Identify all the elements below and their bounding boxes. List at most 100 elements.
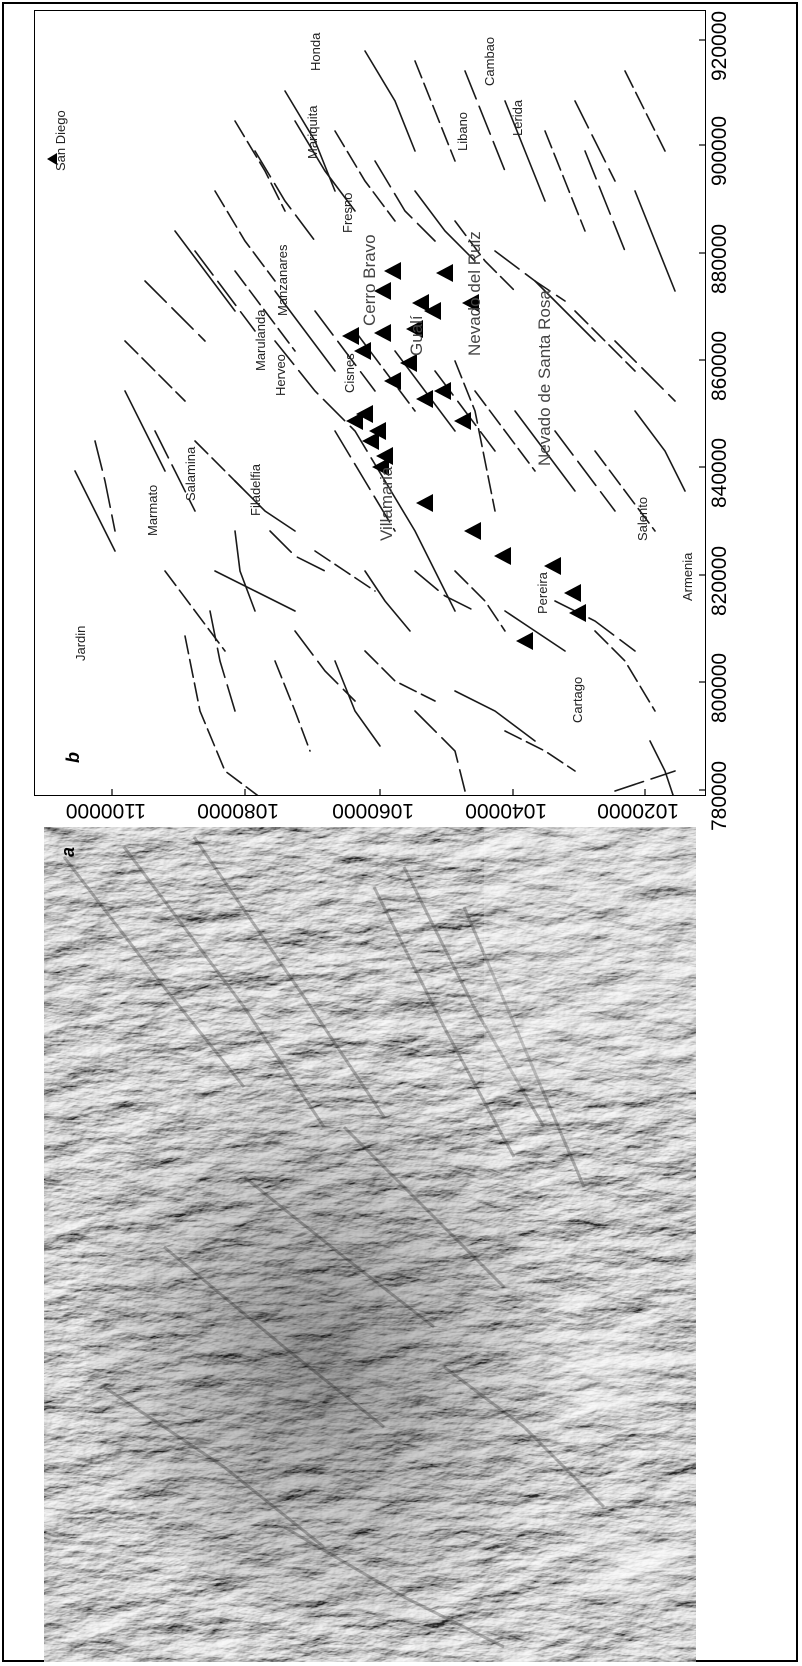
fault-line <box>214 570 296 612</box>
x-axis-tick-820000: 820000 <box>708 545 731 616</box>
fault-line <box>364 570 411 632</box>
fault-line <box>554 600 636 652</box>
volcano-marker <box>462 294 479 312</box>
place-label-nevado-santa-rosa: Nevado de Santa Rosa <box>535 290 554 466</box>
volcano-marker <box>374 324 391 342</box>
volcano-marker <box>424 302 441 320</box>
place-label-gualí: Gualí <box>407 315 426 356</box>
volcano-marker <box>564 584 581 602</box>
panel-a-label: a <box>58 846 78 857</box>
place-label-libano: Libano <box>455 111 470 151</box>
place-label-marmato: Marmato <box>145 484 160 536</box>
place-label-salento: Salento <box>635 496 650 541</box>
fault-line <box>504 100 546 202</box>
fault-line <box>214 190 276 282</box>
fault-line <box>504 730 576 772</box>
fault-line <box>594 630 656 712</box>
fault-line <box>384 480 456 612</box>
y-axis-tick-1040000: 1040000 <box>465 799 547 822</box>
fault-line <box>234 530 256 612</box>
place-label-cartago: Cartago <box>570 676 585 723</box>
place-label-jardin: Jardin <box>73 625 88 661</box>
place-label-mariquita: Mariquita <box>305 105 320 159</box>
fault-line <box>274 340 386 482</box>
place-label-san-diego: San Diego <box>53 110 68 171</box>
fault-line <box>454 690 536 742</box>
volcano-marker <box>412 294 429 312</box>
place-label-villamaria: Villamaria <box>377 466 396 541</box>
fault-line <box>584 150 626 252</box>
fault-line <box>514 410 576 492</box>
place-label-marulanda: Marulanda <box>253 309 268 371</box>
fault-line <box>454 220 516 292</box>
volcano-marker <box>384 262 401 280</box>
volcano-marker <box>342 327 359 345</box>
fault-line <box>294 120 356 212</box>
fault-line <box>314 310 376 392</box>
place-label-honda: Honda <box>308 32 323 71</box>
volcano-marker <box>464 522 481 540</box>
place-label-herveo: Herveo <box>273 354 288 396</box>
fault-map-panel: b San Diego Honda Cambao Mariquita Libano Ler… <box>34 10 706 796</box>
volcano-marker <box>384 372 401 390</box>
x-axis-tick-840000: 840000 <box>708 437 731 508</box>
fault-line <box>209 610 236 712</box>
fault-line <box>294 630 356 702</box>
fault-line <box>614 770 676 792</box>
fault-line <box>414 60 456 162</box>
y-axis-tick-1100000: 1100000 <box>65 799 146 822</box>
y-axis-tick-1020000: 1020000 <box>597 799 679 822</box>
volcano-marker <box>454 412 471 430</box>
fault-line <box>364 650 436 702</box>
fault-line <box>354 330 416 412</box>
volcano-marker <box>369 422 386 440</box>
volcano-marker <box>434 382 451 400</box>
fault-line <box>534 280 596 342</box>
place-label-nevado-del-ruiz: Nevado del Ruiz <box>465 231 484 356</box>
fault-line <box>574 100 616 182</box>
fault-line <box>314 550 376 592</box>
fault-line <box>144 280 206 342</box>
fault-line <box>234 120 286 212</box>
volcano-marker <box>544 557 561 575</box>
volcano-marker <box>416 390 433 408</box>
x-axis-tick-900000: 900000 <box>708 115 731 186</box>
fault-line <box>124 390 166 472</box>
fault-line <box>634 410 686 492</box>
fault-line <box>544 130 586 232</box>
axis-ticks <box>111 39 705 795</box>
fault-line <box>454 360 496 512</box>
fault-line <box>234 270 296 352</box>
fault-line <box>234 480 296 532</box>
fault-line <box>334 660 381 747</box>
volcano-marker <box>362 432 379 450</box>
x-axis-tick-920000: 920000 <box>708 10 731 81</box>
fault-line <box>414 710 466 792</box>
fault-line <box>364 50 416 152</box>
volcano-marker-san-diego <box>47 153 57 165</box>
fault-line <box>154 430 196 512</box>
fault-line <box>274 290 336 372</box>
volcano-marker <box>374 282 391 300</box>
fault-line <box>414 570 476 612</box>
fault-line <box>454 570 506 632</box>
fault-line <box>194 250 256 332</box>
fault-line <box>334 130 396 222</box>
place-label-manzanares: Manzanares <box>275 244 290 316</box>
y-axis-tick-1060000: 1060000 <box>332 799 414 822</box>
place-label-cambao: Cambao <box>482 36 497 86</box>
fault-line <box>284 90 336 192</box>
fault-line <box>504 610 566 652</box>
fault-line <box>374 160 436 242</box>
place-label-pereira: Pereira <box>535 572 550 614</box>
fault-line <box>164 570 226 652</box>
fault-line <box>334 430 396 532</box>
x-axis-tick-780000: 780000 <box>708 760 731 831</box>
fault-line <box>614 340 676 402</box>
fault-line <box>574 310 636 372</box>
y-axis-tick-1080000: 1080000 <box>197 799 279 822</box>
place-label-cisnes: Cisnes <box>342 353 357 393</box>
volcano-marker <box>569 604 586 622</box>
place-label-cerro-bravo: Cerro Bravo <box>360 234 379 326</box>
volcano-marker <box>416 494 433 512</box>
